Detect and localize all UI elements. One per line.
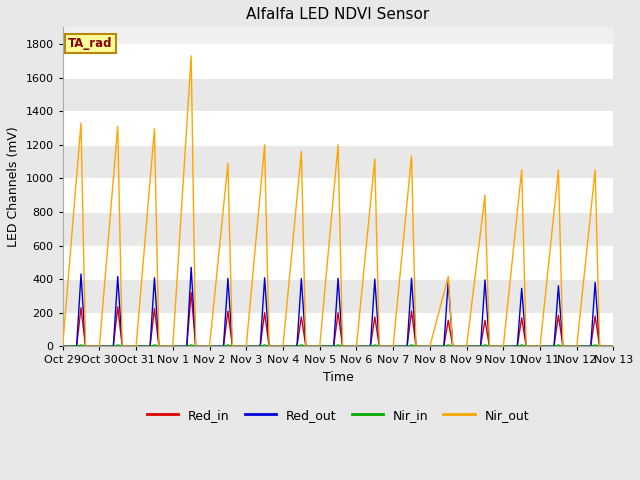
Red_out bbox=[265, 341, 273, 347]
Nir_out bbox=[265, 336, 273, 342]
Nir_out bbox=[609, 343, 617, 349]
Legend: Red_in, Red_out, Nir_in, Nir_out: Red_in, Red_out, Nir_in, Nir_out bbox=[142, 404, 534, 427]
Bar bbox=[63, 246, 613, 279]
Red_out bbox=[414, 343, 422, 349]
Nir_out bbox=[177, 223, 184, 228]
Nir_in bbox=[77, 342, 85, 348]
X-axis label: Time: Time bbox=[323, 371, 353, 384]
Red_out bbox=[608, 343, 616, 349]
Red_in bbox=[177, 343, 184, 349]
Red_in bbox=[265, 342, 273, 348]
Nir_in bbox=[177, 343, 184, 349]
Nir_in bbox=[59, 343, 67, 349]
Red_in bbox=[414, 343, 422, 349]
Red_out bbox=[492, 343, 500, 349]
Bar bbox=[63, 312, 613, 346]
Red_in bbox=[609, 343, 617, 349]
Bar bbox=[63, 78, 613, 111]
Red_in bbox=[59, 343, 67, 349]
Red_out bbox=[609, 343, 617, 349]
Nir_out bbox=[492, 343, 500, 349]
Nir_in bbox=[265, 343, 273, 349]
Nir_out bbox=[188, 53, 195, 59]
Red_out bbox=[171, 343, 179, 349]
Line: Nir_in: Nir_in bbox=[63, 345, 613, 346]
Bar bbox=[63, 279, 613, 312]
Nir_out bbox=[608, 343, 616, 349]
Line: Red_in: Red_in bbox=[63, 292, 613, 346]
Nir_in bbox=[492, 343, 500, 349]
Nir_in bbox=[414, 343, 422, 349]
Title: Alfalfa LED NDVI Sensor: Alfalfa LED NDVI Sensor bbox=[246, 7, 429, 22]
Red_in bbox=[608, 343, 616, 349]
Red_in bbox=[171, 343, 179, 349]
Nir_in bbox=[171, 343, 179, 349]
Bar bbox=[63, 111, 613, 145]
Nir_in bbox=[608, 343, 616, 349]
Nir_out bbox=[59, 343, 67, 349]
Red_out bbox=[177, 343, 184, 349]
Bar bbox=[63, 179, 613, 212]
Text: TA_rad: TA_rad bbox=[68, 37, 113, 50]
Bar bbox=[63, 44, 613, 78]
Bar bbox=[63, 145, 613, 179]
Nir_out bbox=[414, 343, 422, 349]
Red_in bbox=[188, 289, 195, 295]
Red_in bbox=[492, 343, 500, 349]
Nir_out bbox=[171, 314, 179, 320]
Red_out bbox=[188, 264, 195, 270]
Line: Nir_out: Nir_out bbox=[63, 56, 613, 346]
Red_out bbox=[59, 343, 67, 349]
Nir_in bbox=[609, 343, 617, 349]
Y-axis label: LED Channels (mV): LED Channels (mV) bbox=[7, 126, 20, 247]
Line: Red_out: Red_out bbox=[63, 267, 613, 346]
Bar bbox=[63, 212, 613, 246]
